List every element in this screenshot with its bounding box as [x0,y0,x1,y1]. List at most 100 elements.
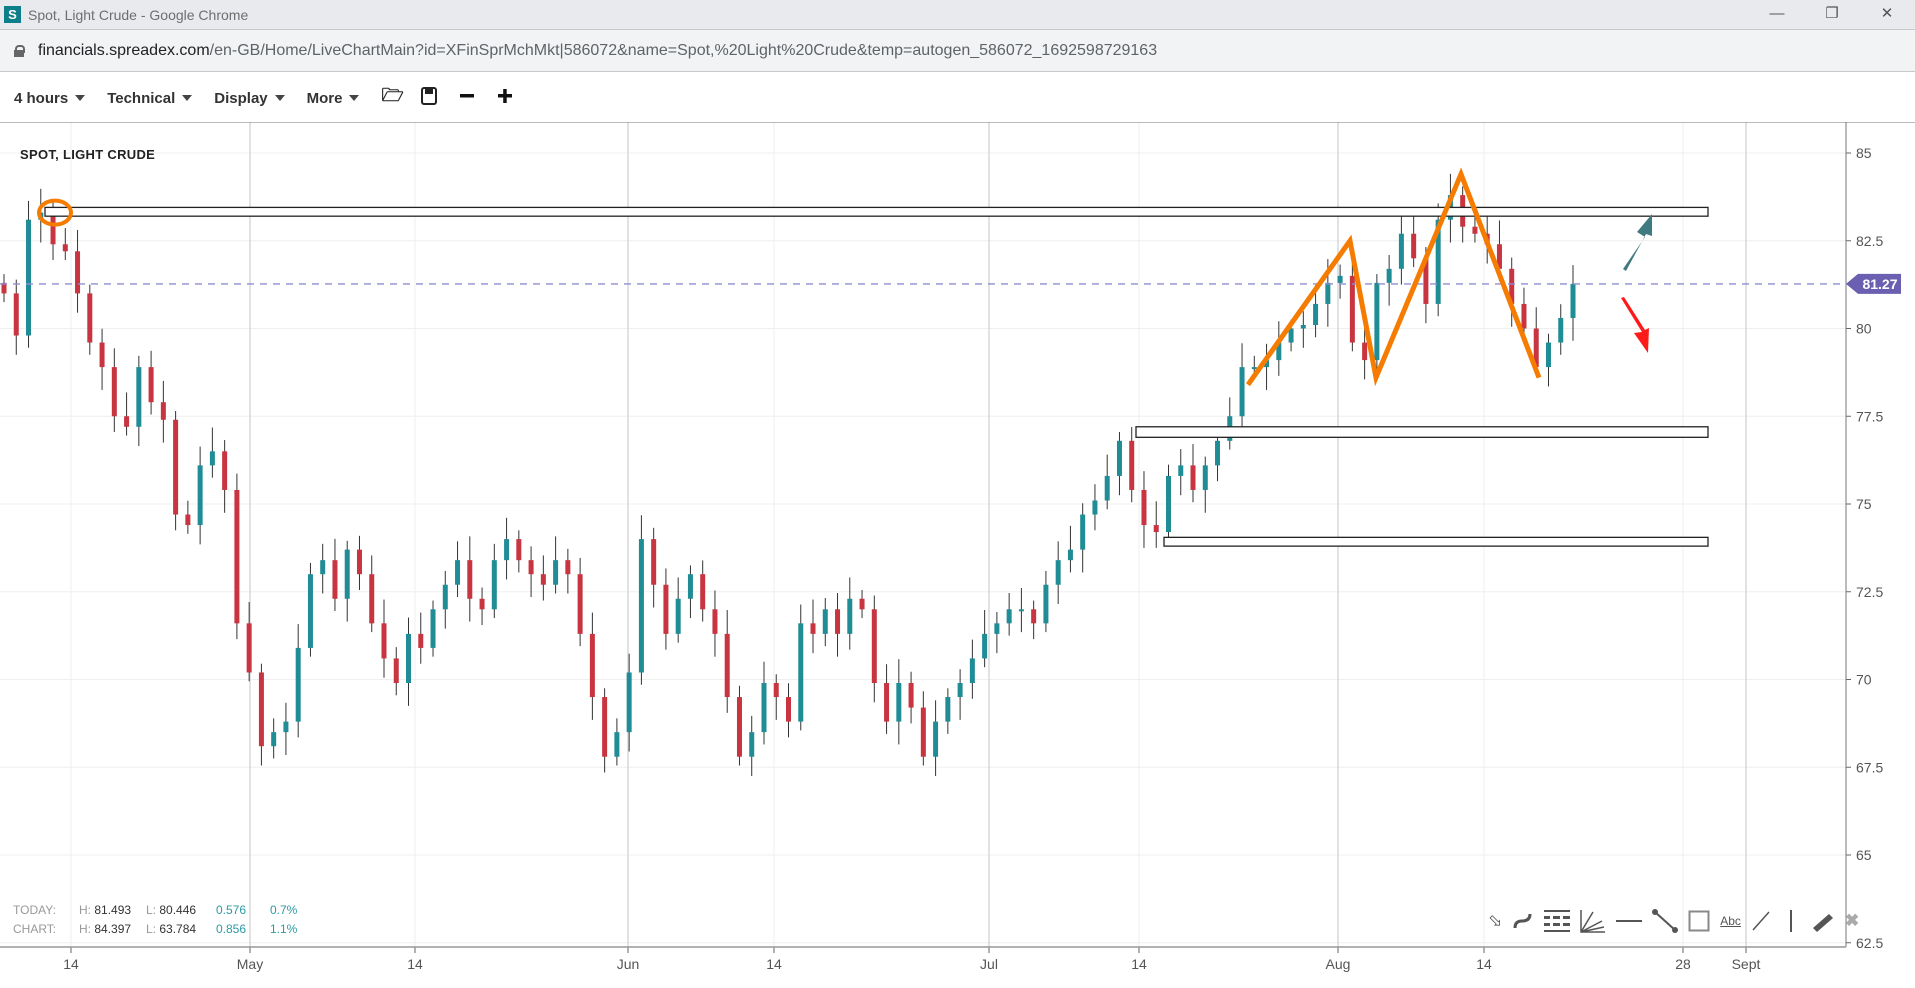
zoom-in-icon[interactable] [495,88,515,109]
candle-body [283,721,289,733]
candle-body [479,598,485,610]
candle-body [62,244,68,252]
h-label: H: [79,922,91,936]
zoom-out-icon[interactable] [457,88,477,109]
x-tick-label: Aug [1326,956,1351,972]
curve-tool-icon[interactable] [1512,908,1534,934]
h-number: 84.397 [94,922,132,936]
candle-body [553,560,559,585]
y-tick-label: 67.5 [1856,759,1883,775]
candle-body [712,609,718,634]
candle-body [920,707,926,757]
candle-body [491,560,497,610]
candle-body [26,219,32,336]
fan-tool-icon[interactable] [1580,908,1606,934]
x-tick-label: Jul [980,956,998,972]
support-resistance-zone [1163,536,1709,547]
candle-body [614,732,620,757]
candle-body [626,672,632,733]
chart-area[interactable]: 85 82.5 80 77.5 75 72.5 70 67.5 65 62.5 14 May 14 Jun… [0,121,1915,983]
y-tick-label: 82.5 [1856,233,1883,249]
candle-body [994,623,1000,634]
candle-body [896,683,902,722]
candle-body [884,683,890,722]
candle-body [209,451,215,466]
arrow-tool-icon[interactable]: ⬂ [1488,911,1503,930]
candle-body [969,658,975,684]
candle-body [430,609,436,648]
stats-label: CHART: [13,922,57,936]
candle-body [295,647,301,722]
url-text[interactable]: financials.spreadex.com/en-GB/Home/LiveC… [38,42,1157,60]
restore-icon[interactable]: ❐ [1825,5,1839,22]
candle-body [320,560,326,575]
candle-body [516,539,522,561]
chart-stats: CHART: H: 84.397 L: 63.784 0.856 1.1% [13,920,297,939]
candle-body [565,560,571,575]
candle-body [406,633,412,684]
candle-body [344,549,350,599]
chart-toolbar: 4 hours Technical Display More 🗁 [0,76,1915,120]
trend-line-tool-icon[interactable] [1652,908,1679,934]
candle-body [1533,328,1539,368]
candle-body [160,402,166,420]
candle-body [197,465,203,526]
candle-body [1129,440,1135,490]
candle-body [50,212,56,245]
display-menu[interactable]: Display [214,90,285,107]
price-chart[interactable]: 85 82.5 80 77.5 75 72.5 70 67.5 65 62.5 14 May 14 Jun… [0,121,1915,983]
candle-body [1545,342,1551,368]
y-tick-label: 72.5 [1856,584,1883,600]
candle-body [1006,609,1012,624]
pattern-zigzag-line [1245,167,1542,387]
down-arrow-icon [1621,297,1649,353]
candle-body [1018,609,1024,612]
today-stats: TODAY: H: 81.493 L: 80.446 0.576 0.7% [13,901,297,920]
candle-body [271,732,277,747]
menu-label: More [306,89,343,107]
candle-body [945,697,951,722]
horizontal-line-tool-icon[interactable] [1616,908,1643,934]
candle-body [1067,549,1073,561]
candle-body [124,416,130,427]
close-icon[interactable]: ✕ [1880,5,1894,22]
support-resistance-zone [1135,426,1709,438]
minimize-icon[interactable]: — [1769,5,1785,22]
current-price-badge [1846,273,1901,294]
timeframe-menu[interactable]: 4 hours [14,90,86,107]
candle-body [1496,244,1502,269]
candle-body [442,584,448,610]
fibonacci-tool-icon[interactable] [1544,908,1571,934]
change-percent: 1.1% [270,922,298,936]
h-number: 81.493 [94,903,132,917]
candle-body [1141,489,1147,526]
candle-body [786,697,791,722]
candle-body [111,367,117,417]
y-tick-label: 62.5 [1856,935,1883,951]
candle-body [871,609,877,684]
address-bar[interactable]: financials.spreadex.com/en-GB/Home/LiveC… [0,29,1915,72]
vertical-line-tool-icon[interactable] [1789,908,1793,934]
x-tick-label: 14 [1476,956,1492,972]
candle-body [1288,328,1294,343]
rectangle-tool-icon[interactable] [1688,908,1710,934]
candle-body [1325,282,1331,304]
candle-body [957,683,963,698]
current-price-label: 81.27 [1862,276,1897,292]
ray-tool-icon[interactable] [1751,908,1771,934]
chart-title: SPOT, LIGHT CRUDE [20,147,156,162]
more-menu[interactable]: More [307,90,360,107]
candle-body [1398,233,1404,269]
technical-menu[interactable]: Technical [107,90,193,107]
folder-open-icon[interactable]: 🗁 [381,85,404,105]
candle-body [1558,317,1564,343]
text-tool-icon[interactable]: Abc [1720,914,1741,928]
candle-body [675,598,681,634]
candle-body [847,598,853,634]
candle-body [1080,514,1086,550]
candle-body [234,489,240,624]
ruler-tool-icon[interactable] [1811,908,1835,934]
save-icon[interactable] [419,86,439,110]
delete-drawings-icon[interactable]: ✖ [1844,911,1860,930]
candle-body [1116,440,1122,476]
